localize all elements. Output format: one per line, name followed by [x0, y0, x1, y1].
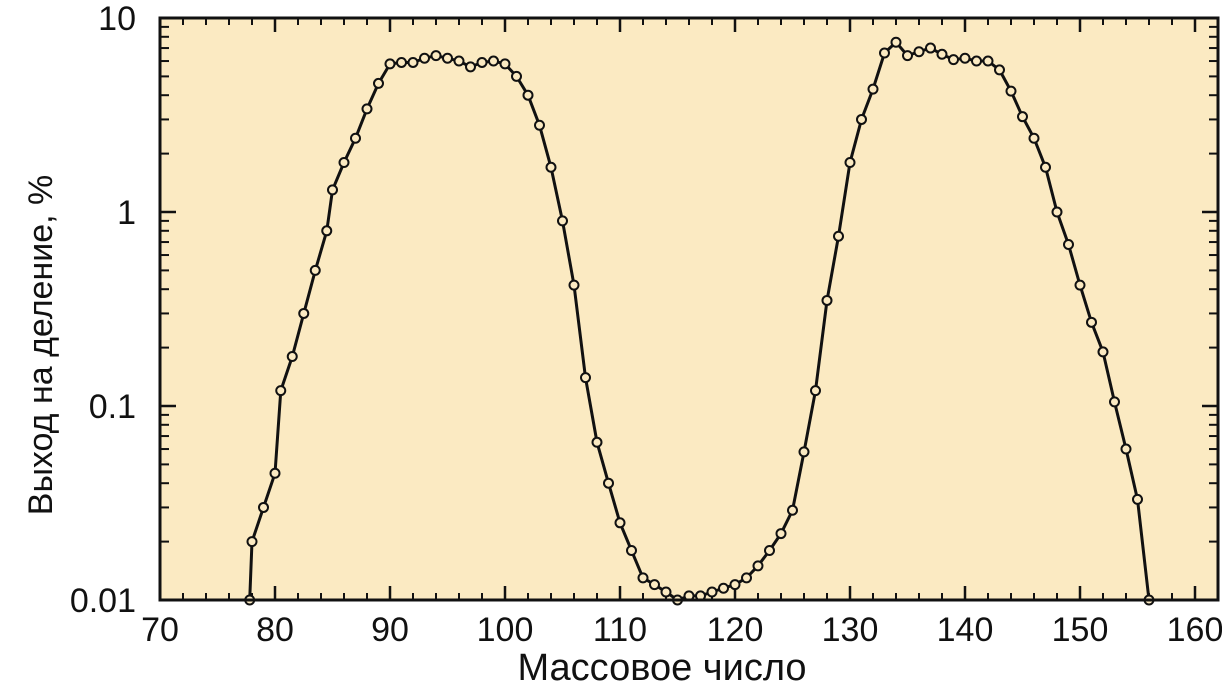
data-point: [1040, 161, 1051, 173]
x-tick-label: 110: [593, 611, 647, 649]
data-point: [833, 230, 844, 242]
y-tick-label: 1: [117, 194, 136, 232]
data-point: [384, 58, 396, 70]
data-point: [361, 103, 373, 115]
data-point: [902, 50, 913, 62]
x-tick-label: 140: [937, 611, 994, 649]
x-tick-label: 160: [1167, 611, 1222, 649]
x-tick-label: 120: [707, 611, 764, 649]
data-point: [626, 544, 637, 556]
data-point: [649, 579, 660, 591]
data-point: [488, 55, 499, 67]
data-point: [246, 536, 258, 548]
data-markers: [244, 36, 1155, 606]
data-point: [994, 64, 1005, 76]
data-point: [1074, 279, 1086, 291]
data-point: [603, 477, 614, 489]
y-tick-label: 0.1: [89, 388, 136, 426]
data-point: [1063, 238, 1074, 250]
data-point: [511, 70, 522, 82]
data-point: [718, 582, 729, 594]
data-point: [971, 55, 982, 67]
data-point: [568, 279, 580, 291]
data-point: [936, 48, 948, 60]
data-point: [476, 56, 488, 68]
data-point: [327, 184, 338, 196]
x-tick-label: 100: [477, 611, 534, 649]
data-point: [591, 436, 603, 448]
x-tick-labels: 70 80 90 100 110 120 130 140 150 160: [141, 611, 1222, 649]
data-point: [959, 52, 971, 64]
data-point: [925, 42, 936, 54]
data-point: [275, 385, 287, 397]
data-point: [1120, 443, 1132, 455]
data-point: [407, 56, 419, 68]
data-point: [856, 113, 867, 125]
data-point: [764, 544, 775, 556]
data-point: [286, 350, 298, 362]
data-point: [430, 50, 442, 62]
data-point: [309, 264, 321, 276]
data-point: [580, 372, 591, 384]
x-tick-label: 70: [141, 611, 179, 649]
data-point: [396, 56, 407, 68]
plot-frame: [158, 16, 1220, 602]
x-tick-label: 80: [256, 611, 294, 649]
x-tick-label: 130: [822, 611, 879, 649]
data-point: [982, 55, 994, 67]
data-point: [706, 586, 718, 598]
data-point: [614, 517, 626, 529]
data-point: [1086, 316, 1097, 328]
data-point: [787, 504, 798, 516]
data-point: [775, 528, 787, 540]
data-point: [1005, 85, 1017, 97]
data-point: [660, 586, 672, 598]
data-point: [798, 446, 810, 458]
data-point: [534, 119, 545, 131]
y-tick-label: 10: [98, 0, 136, 38]
data-point: [545, 161, 557, 173]
data-point: [1109, 396, 1120, 408]
data-point: [298, 307, 310, 319]
y-tick-label: 0.01: [70, 582, 136, 620]
data-point: [948, 54, 959, 66]
y-tick-labels: 0.01 0.1 1 10: [70, 0, 136, 620]
data-point: [913, 46, 925, 58]
data-point: [419, 52, 430, 64]
x-tick-label: 90: [371, 611, 409, 649]
data-point: [637, 572, 649, 584]
data-point: [890, 36, 902, 48]
data-point: [1017, 111, 1028, 123]
data-point: [373, 77, 384, 89]
data-point: [465, 61, 476, 73]
data-point: [269, 467, 281, 479]
data-point: [1132, 493, 1143, 505]
data-point: [499, 58, 511, 70]
data-point: [557, 215, 568, 227]
data-point: [321, 225, 333, 237]
plot-background: [160, 18, 1218, 600]
data-point: [1051, 206, 1063, 218]
data-point: [844, 156, 856, 168]
data-point: [879, 47, 890, 59]
data-point: [729, 579, 741, 591]
data-point: [867, 83, 879, 95]
y-axis-label: Выход на деление, %: [22, 175, 60, 515]
data-point: [741, 572, 752, 584]
data-point: [442, 52, 453, 64]
data-point: [522, 89, 534, 101]
data-point: [350, 132, 361, 144]
x-tick-label: 150: [1052, 611, 1109, 649]
data-point: [1097, 346, 1109, 358]
data-point: [821, 294, 833, 306]
data-point: [752, 560, 764, 572]
data-point: [338, 156, 350, 168]
data-point: [810, 385, 821, 397]
data-point: [453, 55, 465, 67]
data-point: [258, 501, 269, 513]
data-point: [1028, 132, 1040, 144]
x-axis-label: Массовое число: [517, 647, 806, 688]
